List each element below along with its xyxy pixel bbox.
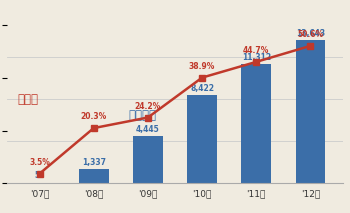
Text: 3.5%: 3.5%	[29, 158, 50, 167]
Text: 13,643: 13,643	[296, 29, 325, 38]
Bar	[187, 95, 217, 183]
Text: 결제율: 결제율	[17, 92, 38, 106]
Text: 4,445: 4,445	[136, 125, 160, 134]
Text: 50.6%: 50.6%	[298, 30, 323, 39]
Bar	[241, 64, 271, 183]
Text: 11,312: 11,312	[242, 53, 271, 62]
Text: 결제금액: 결제금액	[128, 109, 156, 122]
Text: 24.2%: 24.2%	[135, 102, 161, 111]
Text: 1,337: 1,337	[82, 158, 106, 167]
Bar	[296, 40, 326, 183]
Text: 44.7%: 44.7%	[243, 46, 270, 55]
Text: 20.3%: 20.3%	[80, 112, 107, 121]
Text: 38.9%: 38.9%	[189, 62, 215, 71]
Bar	[79, 169, 108, 183]
Text: 57: 57	[34, 171, 45, 180]
Bar	[133, 137, 163, 183]
Text: 8,422: 8,422	[190, 83, 214, 92]
